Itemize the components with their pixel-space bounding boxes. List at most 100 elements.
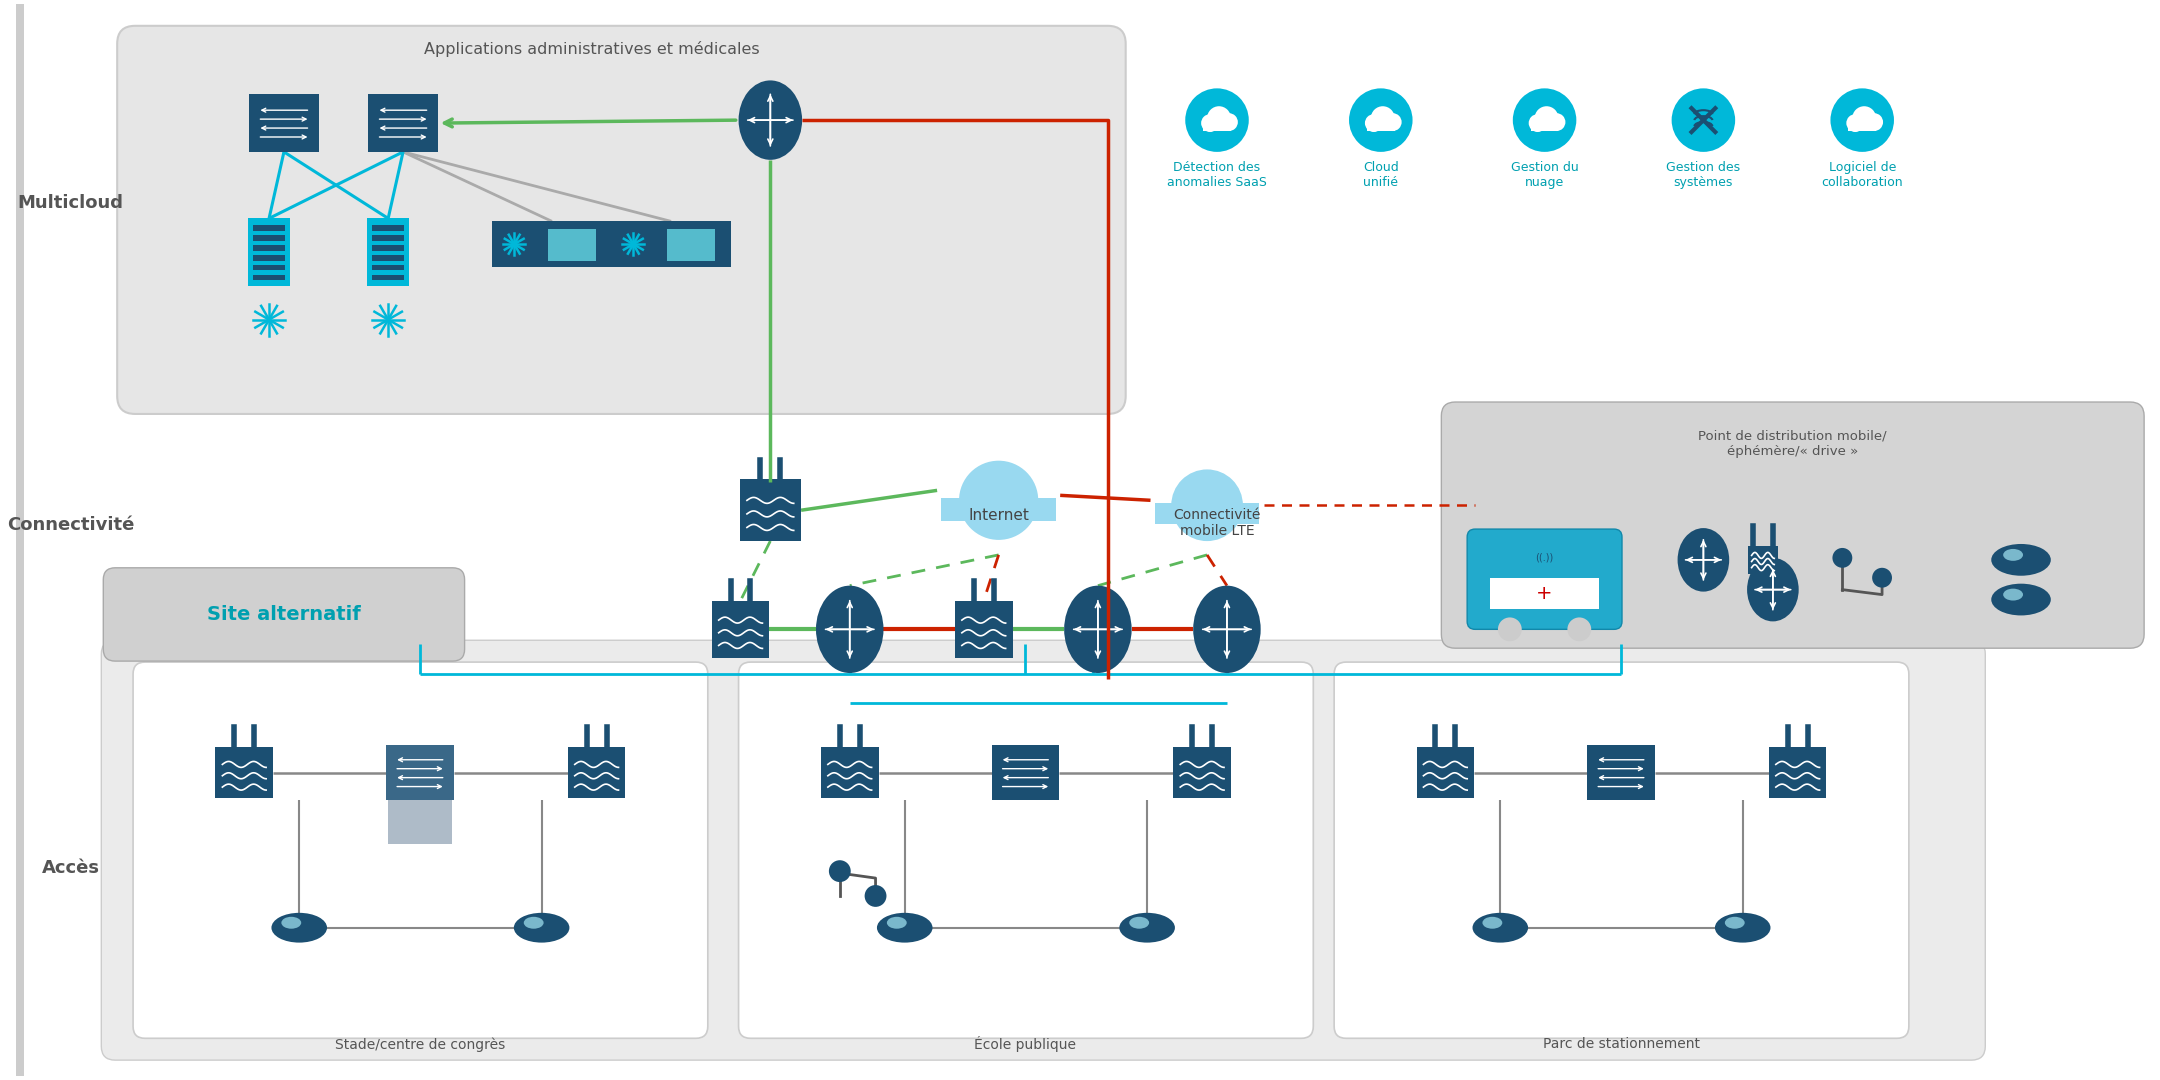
Circle shape — [1873, 568, 1892, 588]
Circle shape — [978, 480, 1020, 522]
Circle shape — [1497, 618, 1523, 642]
Text: Stade/centre de congrès: Stade/centre de congrès — [335, 1037, 505, 1052]
Bar — [372, 275, 404, 281]
Bar — [372, 255, 404, 260]
Bar — [253, 225, 285, 230]
Circle shape — [970, 472, 1028, 528]
Text: Applications administratives et médicales: Applications administratives et médicale… — [423, 41, 760, 56]
Bar — [372, 225, 404, 230]
Bar — [1367, 121, 1395, 131]
Ellipse shape — [1715, 913, 1771, 943]
Bar — [492, 221, 611, 267]
Circle shape — [1832, 548, 1853, 568]
Bar — [1156, 503, 1259, 524]
Circle shape — [1512, 89, 1577, 152]
Bar — [248, 94, 320, 152]
Ellipse shape — [1473, 913, 1527, 943]
Text: Gestion des
systèmes: Gestion des systèmes — [1665, 161, 1741, 189]
Text: Connectivité: Connectivité — [6, 516, 134, 535]
Circle shape — [1536, 117, 1549, 130]
Circle shape — [1853, 106, 1877, 130]
Circle shape — [1672, 89, 1734, 152]
Bar — [713, 600, 769, 658]
Circle shape — [978, 481, 1017, 521]
Bar — [1531, 121, 1560, 131]
Bar — [253, 255, 285, 260]
Circle shape — [829, 860, 851, 882]
Bar — [369, 94, 438, 152]
Ellipse shape — [2002, 549, 2024, 561]
Bar — [389, 796, 451, 845]
FancyBboxPatch shape — [739, 662, 1313, 1038]
Bar — [372, 235, 404, 241]
Ellipse shape — [2002, 589, 2024, 600]
Bar — [253, 245, 285, 251]
Circle shape — [1182, 480, 1233, 530]
Text: Internet: Internet — [968, 508, 1028, 523]
Circle shape — [1847, 114, 1864, 132]
Ellipse shape — [888, 917, 907, 929]
Circle shape — [974, 476, 1024, 524]
Ellipse shape — [816, 585, 883, 673]
Text: +: + — [1536, 584, 1553, 603]
Text: Parc de stationnement: Parc de stationnement — [1542, 1037, 1700, 1051]
Bar — [667, 229, 715, 261]
Circle shape — [1207, 117, 1223, 130]
Circle shape — [1220, 113, 1238, 131]
Circle shape — [970, 472, 1026, 528]
Ellipse shape — [1747, 558, 1799, 621]
FancyBboxPatch shape — [104, 568, 464, 661]
Text: Détection des
anomalies SaaS: Détection des anomalies SaaS — [1166, 161, 1268, 189]
Bar — [1173, 747, 1231, 798]
FancyBboxPatch shape — [117, 26, 1125, 414]
Circle shape — [1365, 114, 1382, 132]
Bar — [248, 218, 289, 286]
Bar — [372, 245, 404, 251]
FancyBboxPatch shape — [1335, 662, 1909, 1038]
Bar — [739, 480, 801, 541]
Bar — [253, 265, 285, 270]
Ellipse shape — [1992, 544, 2050, 576]
Ellipse shape — [1130, 917, 1149, 929]
Circle shape — [1568, 618, 1592, 642]
Circle shape — [970, 471, 1028, 529]
Bar — [1417, 747, 1473, 798]
Circle shape — [1186, 484, 1229, 527]
Ellipse shape — [1992, 583, 2050, 616]
Text: Logiciel de
collaboration: Logiciel de collaboration — [1821, 161, 1903, 189]
Ellipse shape — [272, 913, 326, 943]
Bar — [1490, 578, 1598, 609]
Circle shape — [1201, 114, 1218, 132]
Circle shape — [1547, 113, 1566, 131]
Circle shape — [1182, 478, 1233, 531]
Bar — [1203, 121, 1231, 131]
Circle shape — [1385, 113, 1402, 131]
Ellipse shape — [739, 80, 801, 160]
Bar — [549, 229, 596, 261]
Bar — [991, 745, 1058, 800]
Ellipse shape — [1726, 917, 1745, 929]
Circle shape — [1188, 486, 1227, 524]
Bar — [955, 600, 1013, 658]
Circle shape — [1372, 106, 1395, 130]
Circle shape — [1529, 114, 1547, 132]
Circle shape — [1350, 89, 1413, 152]
Bar — [1849, 121, 1877, 131]
Circle shape — [1188, 487, 1225, 523]
FancyBboxPatch shape — [1441, 402, 2145, 648]
Bar — [568, 747, 626, 798]
Circle shape — [1372, 117, 1387, 130]
Ellipse shape — [514, 913, 570, 943]
FancyBboxPatch shape — [102, 640, 1985, 1061]
Bar — [387, 745, 454, 800]
Bar — [1588, 745, 1655, 800]
Ellipse shape — [1192, 585, 1261, 673]
Ellipse shape — [877, 913, 933, 943]
Ellipse shape — [1482, 917, 1503, 929]
Circle shape — [864, 885, 886, 907]
Text: Connectivité
mobile LTE: Connectivité mobile LTE — [1173, 508, 1261, 538]
Text: Gestion du
nuage: Gestion du nuage — [1510, 161, 1579, 189]
Bar — [611, 221, 730, 267]
FancyBboxPatch shape — [1467, 529, 1622, 630]
Text: École publique: École publique — [974, 1036, 1076, 1052]
